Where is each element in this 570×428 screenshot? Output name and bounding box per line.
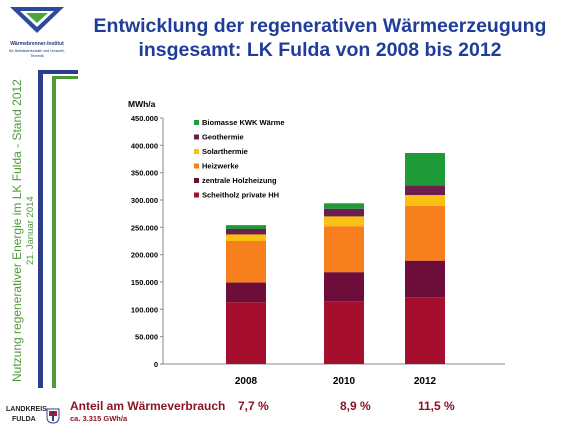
bar-segment xyxy=(405,195,445,207)
anteil-label: Anteil am Wärmeverbrauch xyxy=(70,399,226,413)
chart-legend: Biomasse KWK Wärme Geothermie Solarthermie… xyxy=(194,118,285,200)
institute-logo: Wärmebrenner-Institut für Abfallwirtscha… xyxy=(4,3,70,59)
decor-bar-blue xyxy=(38,70,43,388)
legend-swatch xyxy=(194,192,199,198)
x-tick-label: 2010 xyxy=(333,376,356,387)
legend-swatch xyxy=(194,120,199,125)
y-tick-label: 200.000 xyxy=(131,251,158,260)
y-axis-label: MWh/a xyxy=(128,99,156,109)
y-tick-label: 50.000 xyxy=(135,333,158,342)
y-tick-label: 0 xyxy=(154,360,158,369)
chart-bars xyxy=(226,152,445,364)
legend-entry: Scheitholz private HH xyxy=(202,191,279,200)
decor-bar-green-top xyxy=(52,76,78,79)
legend-entry: Biomasse KWK Wärme xyxy=(202,118,285,127)
bar-segment xyxy=(226,282,266,303)
y-tick-label: 150.000 xyxy=(131,278,158,287)
coat-of-arms-icon xyxy=(46,408,60,424)
page-title: Entwicklung der regenerativen Wärmeerzeu… xyxy=(72,14,568,62)
bar-segment xyxy=(324,208,364,217)
landkreis-logo: LANDKREIS FULDA xyxy=(2,404,62,428)
y-tick-label: 450.000 xyxy=(131,114,158,123)
bar-segment xyxy=(405,260,445,298)
y-tick-label: 100.000 xyxy=(131,305,158,314)
percent-2012: 11,5 % xyxy=(418,399,455,413)
decor-bar-blue-top xyxy=(38,70,78,74)
bar-segment xyxy=(226,241,266,283)
logo-line-2: für Abfallwirtschaft und Umwelt-Technik xyxy=(8,48,66,58)
percent-2008: 7,7 % xyxy=(238,399,269,413)
y-tick-label: 400.000 xyxy=(131,141,158,150)
y-tick-label: 300.000 xyxy=(131,196,158,205)
legend-entry: zentrale Holzheizung xyxy=(202,176,277,185)
legend-entry: Heizwerke xyxy=(202,162,239,171)
title-line-1: Entwicklung der regenerativen Wärmeerzeu… xyxy=(93,15,547,37)
y-tick-label: 250.000 xyxy=(131,223,158,232)
legend-swatch xyxy=(194,149,199,154)
logo-bottom-line-1: LANDKREIS xyxy=(6,406,47,413)
bar-segment xyxy=(226,225,266,229)
logo-bottom-line-2: FULDA xyxy=(12,416,36,423)
bar-segment xyxy=(324,226,364,273)
chart-axes: MWh/a 0 50.000 100.000 150.000 200.000 250.000… xyxy=(128,99,505,387)
decor-bar-green xyxy=(52,76,56,388)
bar-segment xyxy=(324,216,364,227)
legend-swatch xyxy=(194,163,199,169)
x-tick-label: 2012 xyxy=(414,376,437,387)
bar-segment xyxy=(324,203,364,209)
logo-line-1: Wärmebrenner-Institut xyxy=(10,41,64,47)
title-line-2: insgesamt: LK Fulda von 2008 bis 2012 xyxy=(138,39,502,61)
bar-segment xyxy=(405,152,445,186)
bar-segment xyxy=(405,206,445,261)
x-tick-label: 2008 xyxy=(235,376,258,387)
legend-entry: Geothermie xyxy=(202,133,244,142)
bar-segment xyxy=(405,185,445,196)
legend-swatch xyxy=(194,178,199,183)
bar-segment xyxy=(405,297,445,364)
bar-segment xyxy=(226,228,266,235)
logo-chevron-icon xyxy=(10,7,64,33)
bar-segment xyxy=(324,301,364,364)
bar-segment xyxy=(226,234,266,241)
y-tick-label: 350.000 xyxy=(131,169,158,178)
percent-2010: 8,9 % xyxy=(340,399,371,413)
legend-swatch xyxy=(194,134,199,140)
bar-segment xyxy=(226,302,266,364)
anteil-subtitle: ca. 3.315 GWh/a xyxy=(70,414,128,423)
bar-segment xyxy=(324,272,364,302)
legend-entry: Solarthermie xyxy=(202,147,248,156)
